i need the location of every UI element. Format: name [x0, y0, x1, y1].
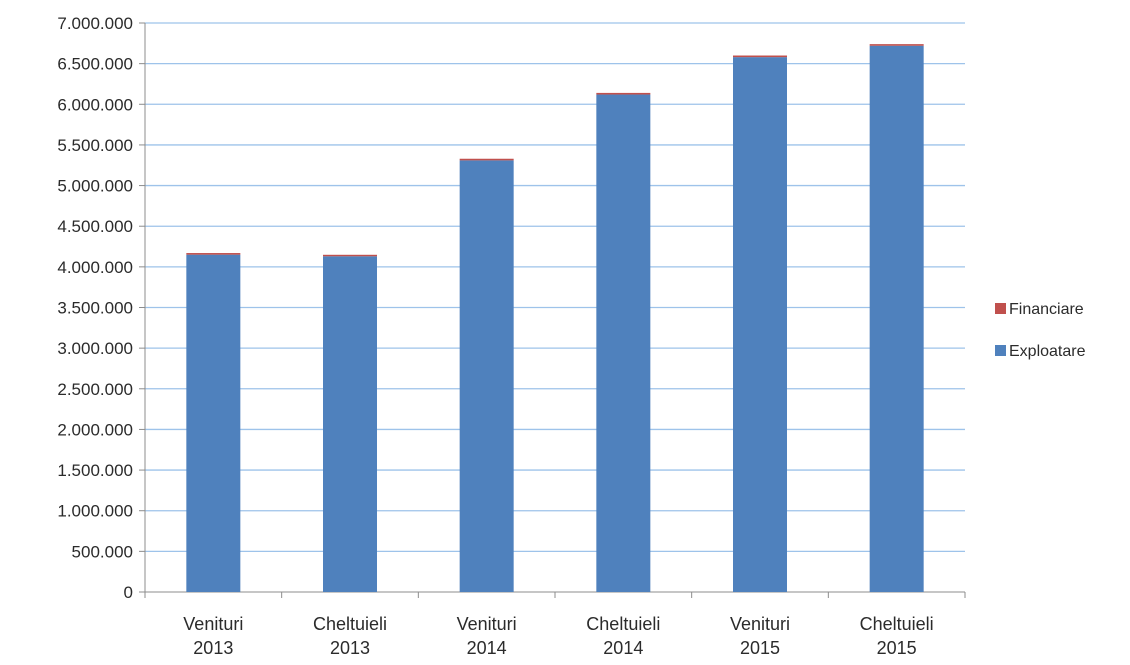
y-tick-label: 0 — [124, 583, 133, 602]
y-tick-label: 2.000.000 — [57, 420, 133, 439]
bar-exploatare-4 — [596, 94, 651, 592]
x-tick-label-line: 2013 — [330, 638, 370, 658]
bar-exploatare-1 — [186, 254, 241, 592]
x-tick-label-line: 2015 — [740, 638, 780, 658]
bar-financiare-5 — [733, 55, 787, 58]
x-tick-label-line: Cheltuieli — [586, 614, 660, 634]
y-tick-label: 3.000.000 — [57, 339, 133, 358]
x-tick-label: Cheltuieli 2015 — [860, 614, 934, 658]
x-tick-label-line: 2015 — [877, 638, 917, 658]
y-tick-label: 7.000.000 — [57, 14, 133, 33]
bar-exploatare-5 — [733, 57, 787, 592]
bar-financiare-4 — [596, 92, 651, 95]
y-axis-ticks: 0 500.000 1.000.000 1.500.000 2.000.000 2.500… — [57, 14, 145, 602]
y-tick-label: 5.500.000 — [57, 136, 133, 155]
x-tick-label-line: Venituri — [457, 614, 517, 634]
x-tick-label: Cheltuieli 2013 — [313, 614, 387, 658]
legend-swatch-financiare — [995, 303, 1006, 314]
y-tick-label: 6.500.000 — [57, 55, 133, 74]
y-tick-label: 4.500.000 — [57, 217, 133, 236]
x-tick-label: Cheltuieli 2014 — [586, 614, 660, 658]
x-tick-label: Venituri 2014 — [457, 614, 517, 658]
x-tick-label-line: Cheltuieli — [860, 614, 934, 634]
y-tick-label: 5.000.000 — [57, 177, 133, 196]
bar-exploatare-6 — [869, 45, 924, 592]
x-tick-label-line: Venituri — [183, 614, 243, 634]
x-tick-label-line: Venituri — [730, 614, 790, 634]
bar-exploatare-3 — [459, 160, 514, 592]
bar-financiare-1 — [186, 253, 241, 255]
gridlines — [145, 22, 965, 553]
bar-financiare-6 — [869, 44, 924, 46]
y-tick-label: 1.500.000 — [57, 461, 133, 480]
legend-label-financiare: Financiare — [1009, 301, 1084, 318]
y-tick-label: 6.000.000 — [57, 95, 133, 114]
legend-swatch-exploatare — [995, 345, 1006, 356]
y-tick-label: 4.000.000 — [57, 258, 133, 277]
y-tick-label: 1.000.000 — [57, 502, 133, 521]
x-tick-label-line: Cheltuieli — [313, 614, 387, 634]
y-tick-label: 2.500.000 — [57, 380, 133, 399]
bar-exploatare-2 — [323, 256, 377, 592]
y-tick-label: 3.500.000 — [57, 299, 133, 318]
y-tick-label: 500.000 — [72, 542, 133, 561]
x-tick-label-line: 2014 — [467, 638, 507, 658]
x-tick-label: Venituri 2015 — [730, 614, 790, 658]
x-tick-label-line: 2014 — [603, 638, 643, 658]
bar-financiare-2 — [323, 254, 377, 257]
legend: Financiare Exploatare — [995, 301, 1086, 360]
legend-label-exploatare: Exploatare — [1009, 343, 1086, 360]
bar-financiare-3 — [459, 158, 514, 161]
bars — [186, 44, 924, 592]
x-tick-label-line: 2013 — [193, 638, 233, 658]
x-tick-label: Venituri 2013 — [183, 614, 243, 658]
